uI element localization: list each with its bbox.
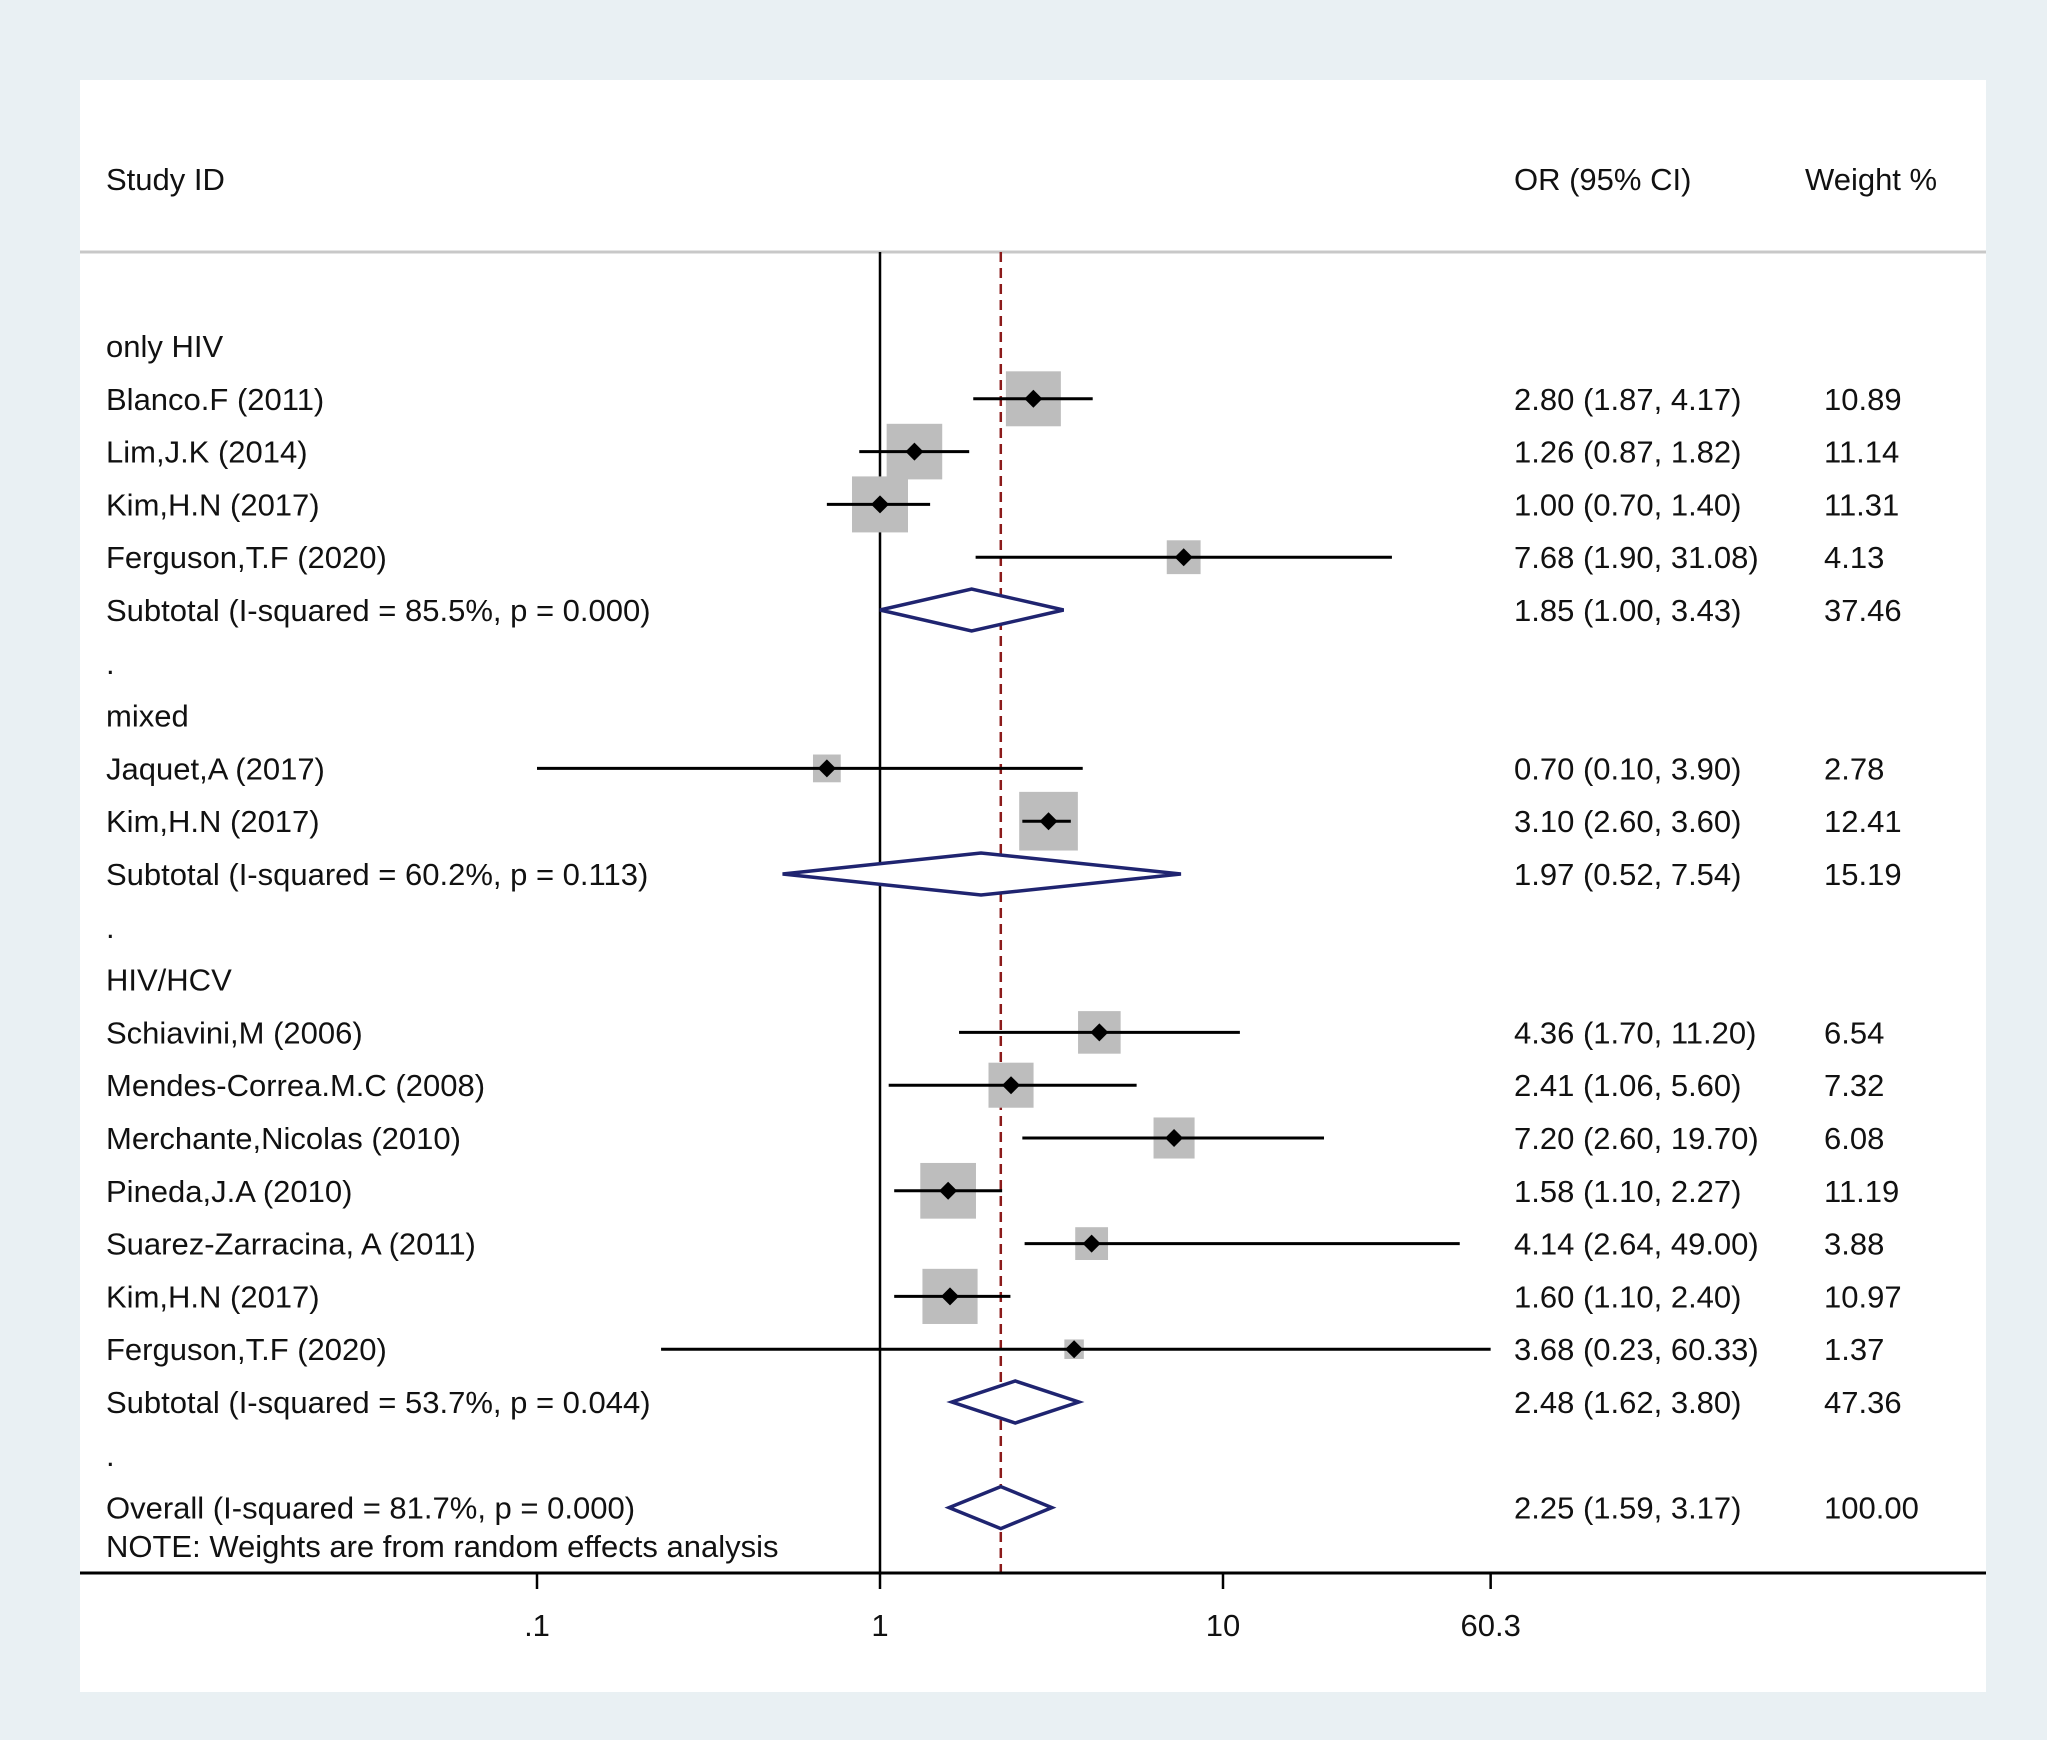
or-ci-value: 1.58 (1.10, 2.27) (1514, 1174, 1742, 1209)
weight-value: 4.13 (1824, 540, 1884, 575)
row-label-spacer: . (106, 910, 115, 945)
weight-value: 12.41 (1824, 804, 1902, 839)
forest-plot-panel: Study ID OR (95% CI) Weight % only HIV Bl… (80, 80, 1986, 1692)
point-estimate (1039, 812, 1058, 831)
study-marker (661, 1339, 1491, 1359)
row-label-study: Kim,H.N (2017) (106, 804, 320, 839)
row-label-study: Merchante,Nicolas (2010) (106, 1121, 461, 1156)
study-marker (894, 1268, 1011, 1324)
point-estimate (1002, 1076, 1021, 1095)
row-label-group: mixed (106, 699, 189, 734)
point-estimate (817, 759, 836, 778)
subtotal-diamond (879, 587, 1064, 633)
study-marker (894, 1162, 1003, 1219)
row-label-study: Kim,H.N (2017) (106, 1279, 320, 1314)
weight-value: 10.97 (1824, 1279, 1902, 1314)
x-axis-ticks: .1 1 10 60.3 (524, 1573, 1521, 1643)
weight-value: 11.31 (1824, 487, 1899, 522)
header-weight: Weight % (1805, 162, 1937, 197)
row-label-study: Mendes-Correa.M.C (2008) (106, 1068, 485, 1103)
forest-plot: Study ID OR (95% CI) Weight % only HIV Bl… (80, 162, 1986, 1643)
study-marker (537, 754, 1083, 783)
weight-value: 3.88 (1824, 1227, 1884, 1262)
or-ci-value: 2.41 (1.06, 5.60) (1514, 1068, 1742, 1103)
point-estimate (1165, 1129, 1184, 1147)
point-estimate (1024, 389, 1043, 408)
row-label-study: Lim,J.K (2014) (106, 435, 308, 470)
or-ci-value: 7.68 (1.90, 31.08) (1514, 540, 1759, 575)
or-ci-value: 1.26 (0.87, 1.82) (1514, 435, 1742, 470)
point-estimate (941, 1287, 960, 1306)
weight-value: 11.14 (1824, 435, 1899, 470)
row-label-subtotal: Subtotal (I-squared = 53.7%, p = 0.044) (106, 1385, 651, 1420)
weight-value: 2.78 (1824, 751, 1884, 786)
point-estimate (905, 442, 924, 461)
x-tick-label: 60.3 (1460, 1608, 1520, 1643)
weight-value: 6.54 (1824, 1015, 1884, 1050)
rows-layer: only HIV Blanco.F (2011) 2.80 (1.87, 4.17)… (106, 252, 1919, 1573)
study-marker (1022, 1117, 1325, 1159)
point-estimate (1082, 1234, 1101, 1253)
point-estimate (1174, 548, 1193, 567)
weight-value: 6.08 (1824, 1121, 1884, 1156)
weight-value: 7.32 (1824, 1068, 1884, 1103)
weight-value: 37.46 (1824, 593, 1902, 628)
row-label-group: HIV/HCV (106, 963, 232, 998)
or-ci-value: 1.00 (0.70, 1.40) (1514, 487, 1742, 522)
row-label-study: Suarez-Zarracina, A (2011) (106, 1227, 476, 1262)
point-estimate (1065, 1340, 1084, 1359)
study-marker (975, 540, 1392, 575)
weight-value: 100.00 (1824, 1491, 1919, 1526)
or-ci-value: 1.85 (1.00, 3.43) (1514, 593, 1742, 628)
study-marker (859, 423, 970, 480)
row-label-group: only HIV (106, 329, 223, 364)
study-marker (1019, 791, 1078, 851)
or-ci-value: 3.10 (2.60, 3.60) (1514, 804, 1742, 839)
or-ci-value: 7.20 (2.60, 19.70) (1514, 1121, 1759, 1156)
or-ci-value: 2.48 (1.62, 3.80) (1514, 1385, 1742, 1420)
row-label-study: Kim,H.N (2017) (106, 487, 320, 522)
study-marker (1024, 1227, 1460, 1260)
or-ci-value: 1.60 (1.10, 2.40) (1514, 1279, 1742, 1314)
row-label-spacer: . (106, 646, 115, 681)
study-marker (959, 1011, 1240, 1054)
row-label-study: Ferguson,T.F (2020) (106, 540, 387, 575)
row-label-overall: Overall (I-squared = 81.7%, p = 0.000) (106, 1491, 635, 1526)
note-text: NOTE: Weights are from random effects an… (106, 1529, 779, 1564)
row-label-subtotal: Subtotal (I-squared = 60.2%, p = 0.113) (106, 857, 648, 892)
or-ci-value: 4.36 (1.70, 11.20) (1514, 1015, 1756, 1050)
row-label-study: Ferguson,T.F (2020) (106, 1332, 387, 1367)
weight-value: 47.36 (1824, 1385, 1902, 1420)
overall-diamond (944, 1484, 1057, 1531)
or-ci-value: 2.25 (1.59, 3.17) (1514, 1491, 1742, 1526)
row-label-study: Jaquet,A (2017) (106, 751, 325, 786)
or-ci-value: 4.14 (2.64, 49.00) (1514, 1227, 1759, 1262)
or-ci-value: 1.97 (0.52, 7.54) (1514, 857, 1742, 892)
row-label-spacer: . (106, 1438, 115, 1473)
weight-value: 11.19 (1824, 1174, 1899, 1209)
or-ci-value: 2.80 (1.87, 4.17) (1514, 382, 1742, 417)
x-tick-label: .1 (524, 1608, 550, 1643)
point-estimate (1090, 1023, 1109, 1042)
row-label-study: Pineda,J.A (2010) (106, 1174, 352, 1209)
header-or-ci: OR (95% CI) (1514, 162, 1691, 197)
header-study-id: Study ID (106, 162, 225, 197)
study-marker (826, 476, 931, 533)
study-marker (973, 371, 1093, 427)
x-tick-label: 10 (1206, 1608, 1240, 1643)
or-ci-value: 3.68 (0.23, 60.33) (1514, 1332, 1759, 1367)
weight-value: 10.89 (1824, 382, 1902, 417)
weight-value: 15.19 (1824, 857, 1902, 892)
row-label-study: Blanco.F (2011) (106, 382, 324, 417)
study-marker (888, 1062, 1137, 1108)
row-label-study: Schiavini,M (2006) (106, 1015, 363, 1050)
row-label-subtotal: Subtotal (I-squared = 85.5%, p = 0.000) (106, 593, 651, 628)
point-estimate (939, 1181, 958, 1200)
point-estimate (871, 495, 889, 514)
subtotal-diamond (946, 1379, 1085, 1425)
subtotal-diamond (782, 851, 1182, 897)
x-tick-label: 1 (871, 1608, 888, 1643)
weight-value: 1.37 (1824, 1332, 1884, 1367)
or-ci-value: 0.70 (0.10, 3.90) (1514, 751, 1742, 786)
